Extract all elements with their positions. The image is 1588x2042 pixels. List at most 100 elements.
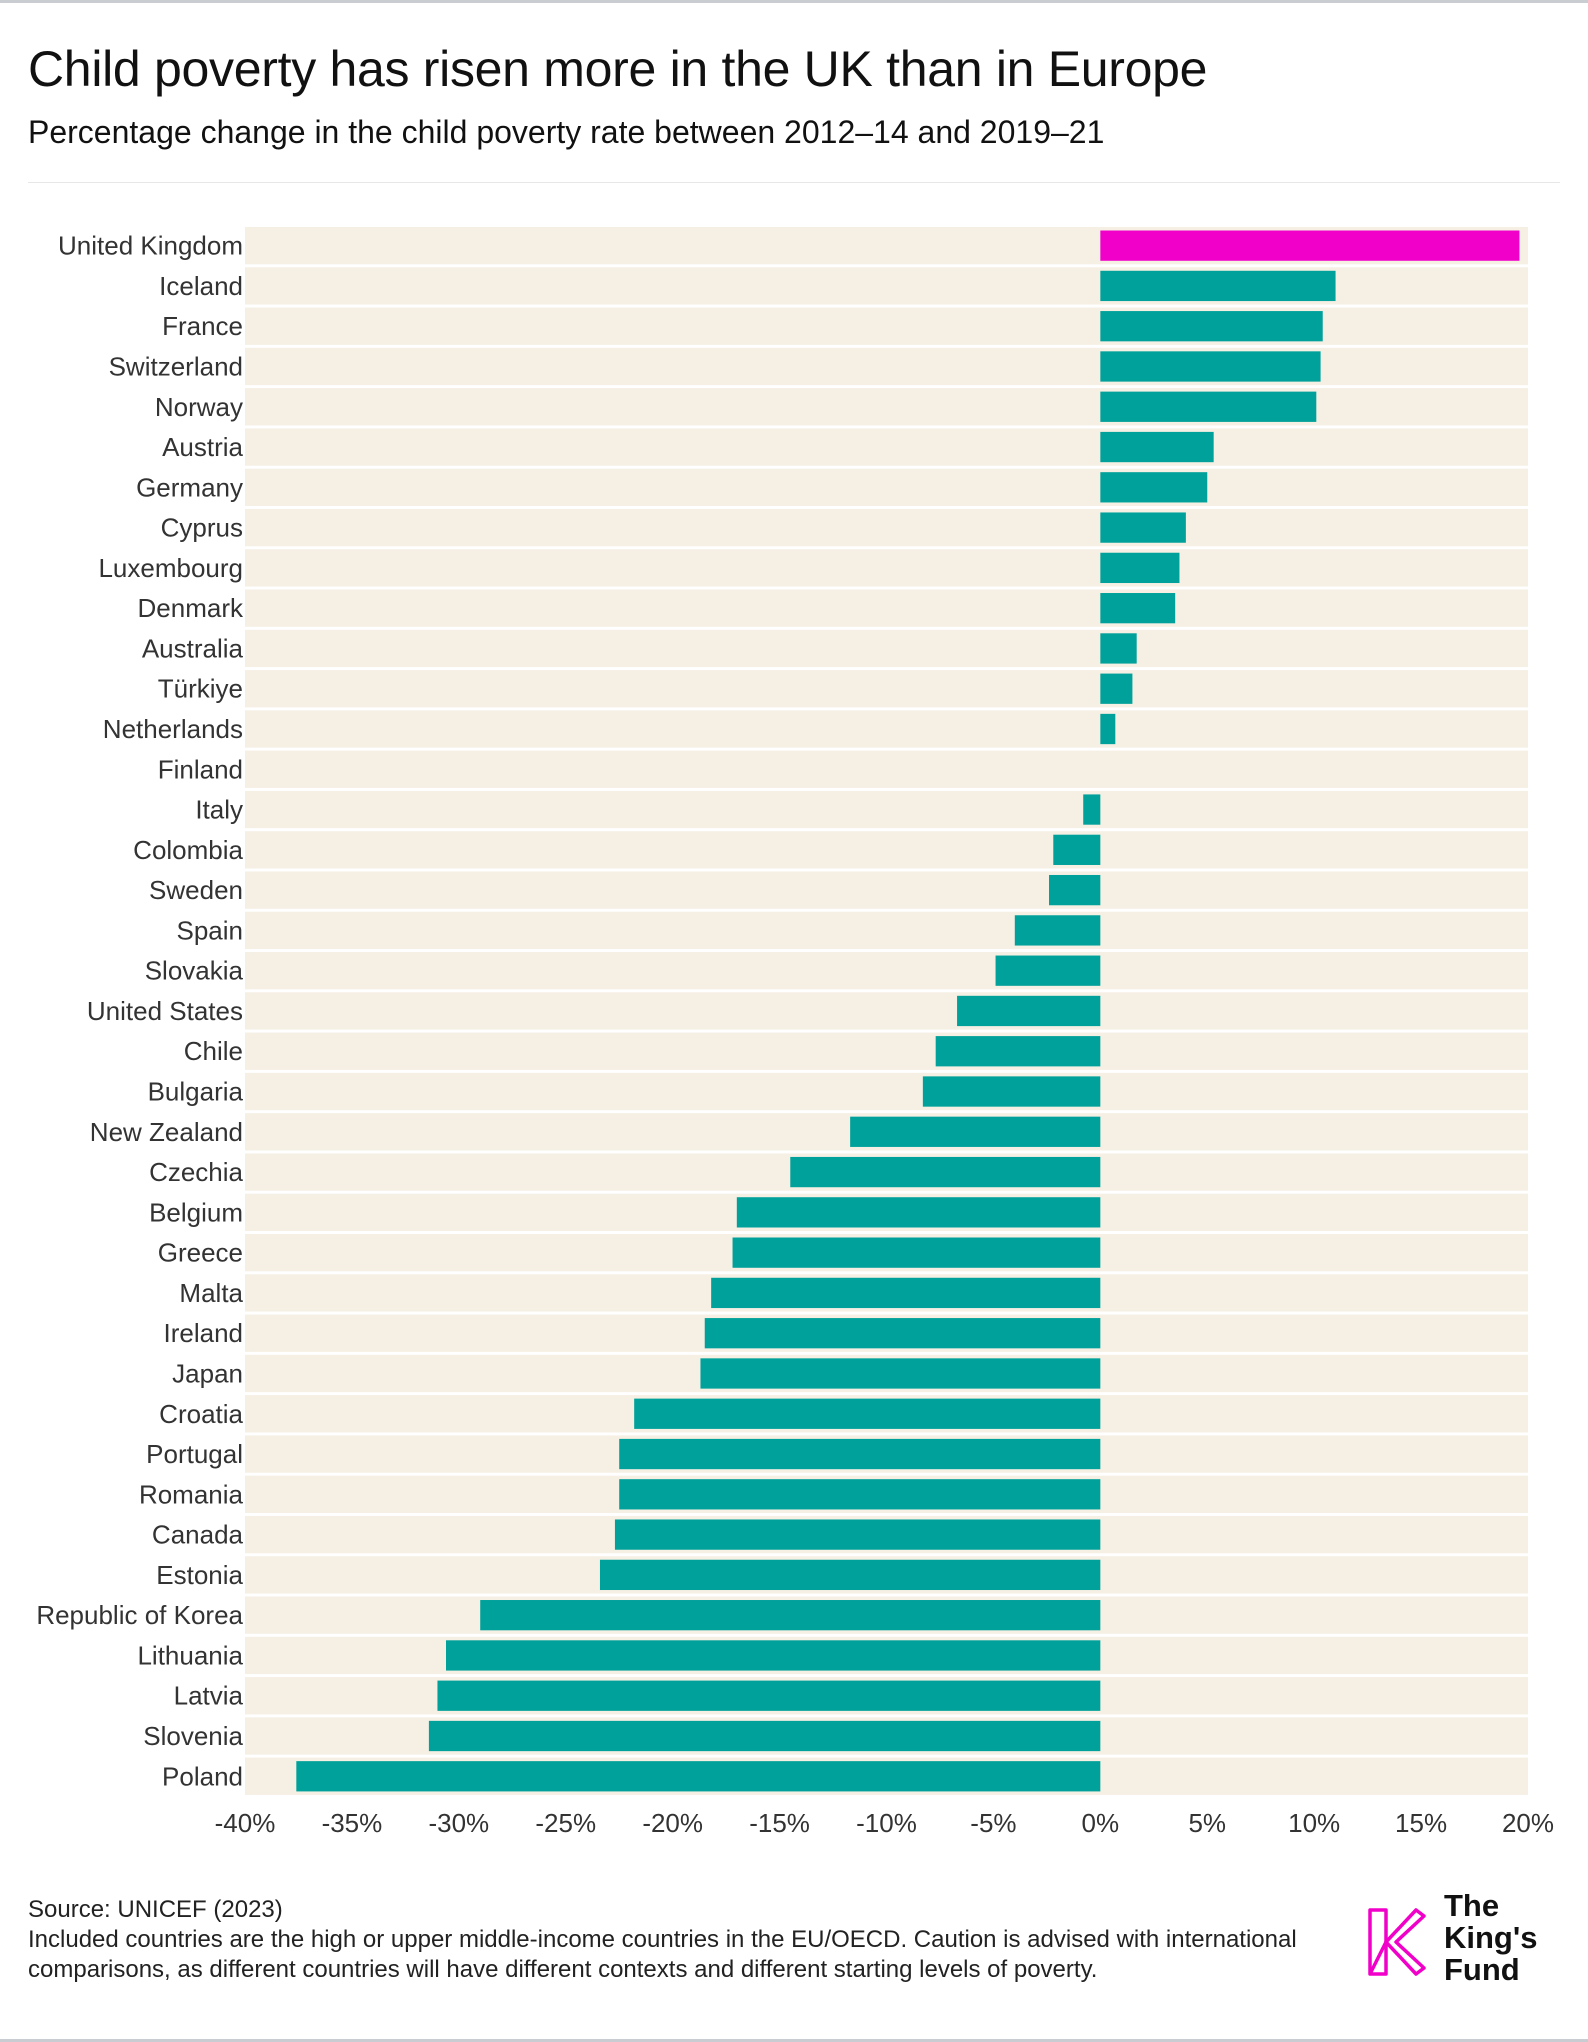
category-label-cyprus: Cyprus (161, 513, 243, 543)
row-background-spain (245, 911, 1528, 950)
bar-japan (700, 1358, 1101, 1389)
category-label-latvia: Latvia (174, 1681, 244, 1711)
source-note: Source: UNICEF (2023) (28, 1896, 283, 1923)
category-label-slovakia: Slovakia (145, 956, 244, 986)
bar-australia (1100, 633, 1137, 664)
row-background-chile (245, 1032, 1528, 1070)
bar-ireland (704, 1318, 1101, 1349)
category-label-germany: Germany (136, 472, 243, 502)
bar-greece (732, 1237, 1101, 1268)
x-tick-label: -5% (970, 1808, 1016, 1838)
category-label-netherlands: Netherlands (103, 714, 243, 744)
category-label-czechia: Czechia (149, 1157, 243, 1187)
row-background-t-rkiye (245, 670, 1528, 708)
row-background-switzerland (245, 347, 1528, 386)
row-background-austria (245, 428, 1528, 466)
category-label-bulgaria: Bulgaria (148, 1077, 244, 1107)
x-tick-label: 5% (1188, 1808, 1226, 1838)
bar-austria (1100, 431, 1214, 463)
category-label-france: France (162, 311, 243, 341)
footnote: Included countries are the high or upper… (28, 1926, 1297, 1983)
bar-germany (1100, 472, 1208, 503)
bar-canada (614, 1519, 1101, 1550)
category-label-poland: Poland (162, 1761, 243, 1791)
bar-spain (1014, 915, 1101, 946)
category-label-sweden: Sweden (149, 875, 243, 905)
row-background-germany (245, 468, 1528, 506)
bar-switzerland (1100, 351, 1321, 382)
x-tick-label: -30% (428, 1808, 489, 1838)
row-background-denmark (245, 589, 1528, 627)
bar-bulgaria (922, 1076, 1101, 1107)
bar-lithuania (446, 1640, 1101, 1671)
category-label-croatia: Croatia (159, 1399, 243, 1429)
bar-luxembourg (1100, 552, 1180, 584)
chart-subtitle: Percentage change in the child poverty r… (28, 114, 1105, 150)
category-label-japan: Japan (172, 1358, 243, 1388)
category-label-malta: Malta (179, 1278, 243, 1308)
top-border (0, 0, 1588, 3)
bar-czechia (790, 1156, 1101, 1188)
x-tick-label: -15% (749, 1808, 810, 1838)
bar-united-states (957, 995, 1101, 1027)
row-background-slovakia (245, 952, 1528, 990)
x-tick-label: -35% (322, 1808, 383, 1838)
bar-france (1100, 311, 1323, 342)
row-background-netherlands (245, 710, 1528, 748)
kings-fund-logo: The King's Fund (1366, 1890, 1541, 1990)
logo-line-2: King's (1444, 1920, 1538, 1955)
logo-line-3: Fund (1444, 1952, 1520, 1987)
bar-sweden (1049, 874, 1101, 906)
row-background-sweden (245, 871, 1528, 909)
x-tick-label: 15% (1395, 1808, 1447, 1838)
x-tick-label: -10% (856, 1808, 917, 1838)
row-background-france (245, 307, 1528, 345)
bottom-border (0, 2039, 1588, 2042)
category-label-italy: Italy (195, 795, 243, 825)
k-logo-icon (1368, 1908, 1426, 1976)
x-tick-label: 20% (1502, 1808, 1554, 1838)
header-divider (28, 182, 1560, 183)
category-label-chile: Chile (184, 1036, 243, 1066)
category-label-portugal: Portugal (146, 1439, 243, 1469)
bar-slovakia (995, 955, 1101, 986)
row-background-colombia (245, 831, 1528, 869)
bar-chile (935, 1036, 1101, 1067)
logo-wordmark: The King's Fund (1444, 1890, 1537, 1986)
category-label-iceland: Iceland (159, 271, 243, 301)
bar-republic-of-korea (480, 1600, 1101, 1631)
row-background-finland (245, 750, 1528, 788)
category-label-colombia: Colombia (133, 835, 243, 865)
bar-poland (296, 1761, 1101, 1792)
category-label-canada: Canada (152, 1520, 244, 1550)
bar-croatia (634, 1398, 1101, 1429)
x-tick-label: 10% (1288, 1808, 1340, 1838)
bar-romania (619, 1479, 1101, 1510)
bar-italy (1083, 794, 1101, 825)
bar-new-zealand (850, 1116, 1101, 1147)
category-label-united-states: United States (87, 996, 243, 1026)
category-label-lithuania: Lithuania (137, 1640, 243, 1670)
category-label-austria: Austria (162, 432, 243, 462)
x-tick-label: 0% (1082, 1808, 1120, 1838)
category-label-luxembourg: Luxembourg (98, 553, 243, 583)
category-label-new-zealand: New Zealand (90, 1117, 243, 1147)
bar-slovenia (428, 1720, 1101, 1752)
category-label-belgium: Belgium (149, 1197, 243, 1227)
bar-netherlands (1100, 713, 1116, 745)
category-label-greece: Greece (158, 1238, 243, 1268)
category-label-denmark: Denmark (138, 593, 244, 623)
bar-norway (1100, 391, 1317, 422)
category-label-estonia: Estonia (156, 1560, 243, 1590)
category-label-norway: Norway (155, 392, 243, 422)
logo-line-1: The (1444, 1888, 1500, 1923)
row-background-cyprus (245, 508, 1528, 547)
bar-iceland (1100, 270, 1336, 302)
category-label-slovenia: Slovenia (143, 1721, 243, 1751)
category-label-romania: Romania (139, 1479, 244, 1509)
bar-belgium (736, 1197, 1101, 1228)
bar-denmark (1100, 593, 1176, 624)
chart-title: Child poverty has risen more in the UK t… (28, 41, 1208, 97)
x-tick-label: -25% (535, 1808, 596, 1838)
x-tick-label: -20% (642, 1808, 703, 1838)
